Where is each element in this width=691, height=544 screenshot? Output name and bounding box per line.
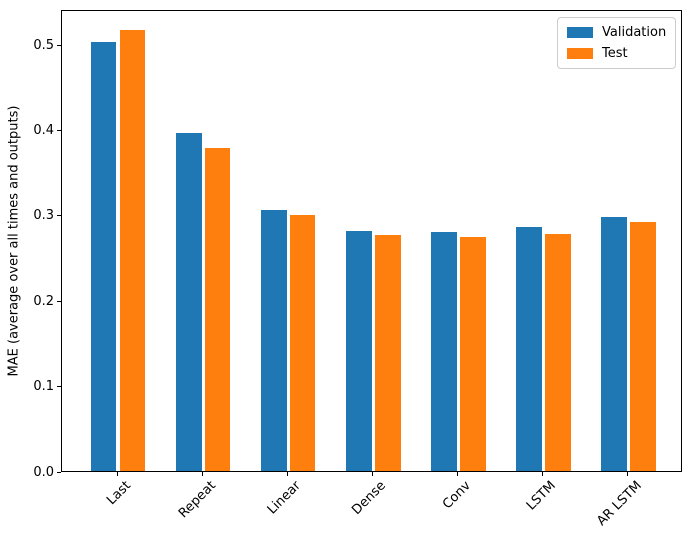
bar-test-linear [289, 214, 316, 471]
bar-validation-ar-lstm [601, 216, 627, 471]
y-tick-mark [57, 44, 61, 46]
y-tick-label: 0.1 [33, 379, 54, 395]
x-tick-mark [286, 472, 288, 476]
bar-validation-lstm [516, 226, 542, 471]
y-axis-label: MAE (average over all times and outputs) [6, 105, 22, 377]
legend-swatch-test [567, 48, 593, 59]
y-tick-label: 0.0 [33, 464, 54, 480]
y-tick-mark [57, 386, 61, 388]
y-tick-label: 0.3 [33, 208, 54, 224]
bar-validation-repeat [175, 132, 202, 471]
bar-test-lstm [545, 234, 571, 471]
plot-area [61, 10, 682, 472]
legend-label-test: Test [602, 46, 628, 61]
bar-validation-last [90, 42, 117, 471]
x-tick-label-ar-lstm: AR LSTM [593, 478, 645, 530]
bar-validation-dense [346, 231, 372, 471]
legend-swatch-validation [567, 27, 593, 38]
x-tick-mark [371, 472, 373, 476]
y-tick-label: 0.5 [33, 37, 54, 53]
x-tick-mark [116, 472, 118, 476]
legend-row-test: Test [567, 45, 666, 62]
x-tick-label-lstm: LSTM [524, 478, 560, 514]
y-tick-mark [57, 471, 61, 473]
x-tick-label-repeat: Repeat [176, 478, 220, 522]
legend: Validation Test [557, 17, 677, 69]
y-tick-label: 0.4 [33, 122, 54, 138]
bar-test-last [119, 30, 146, 471]
x-tick-mark [456, 472, 458, 476]
bar-test-repeat [204, 148, 231, 471]
x-tick-label-dense: Dense [349, 478, 390, 518]
x-tick-mark [541, 472, 543, 476]
bar-test-conv [460, 237, 486, 471]
y-tick-mark [57, 215, 61, 217]
bar-validation-conv [431, 231, 457, 471]
legend-row-validation: Validation [567, 24, 666, 41]
legend-label-validation: Validation [602, 25, 667, 40]
bar-validation-linear [261, 209, 287, 471]
y-tick-label: 0.2 [33, 293, 54, 309]
x-tick-label-linear: Linear [265, 478, 305, 518]
bar-test-dense [375, 235, 401, 471]
x-tick-mark [201, 472, 203, 476]
y-tick-mark [57, 129, 61, 131]
x-tick-mark [627, 472, 629, 476]
bar-test-ar-lstm [630, 221, 656, 471]
y-tick-mark [57, 300, 61, 302]
x-tick-label-conv: Conv [440, 478, 475, 513]
x-tick-label-last: Last [104, 478, 135, 509]
